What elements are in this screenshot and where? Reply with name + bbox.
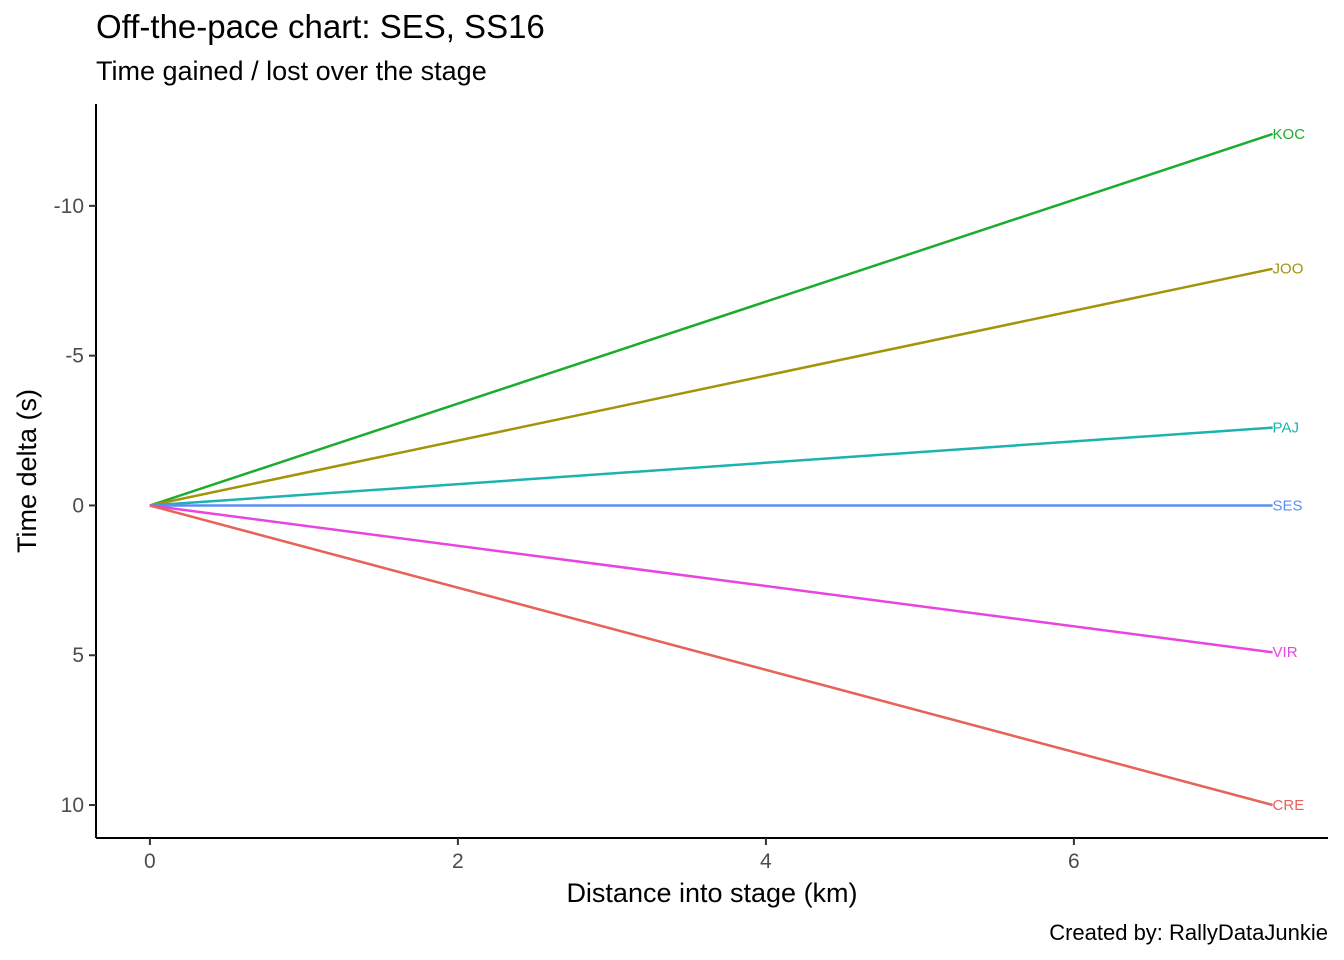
y-axis-title: Time delta (s) xyxy=(12,389,42,553)
x-tick-label: 6 xyxy=(1068,850,1080,873)
series-line-paj xyxy=(149,426,1273,507)
y-tick-label: -5 xyxy=(65,345,84,368)
series-label-ses: SES xyxy=(1273,497,1303,514)
series-label-paj: PAJ xyxy=(1273,420,1299,437)
series-line-joo xyxy=(149,267,1273,507)
series-label-koc: KOC xyxy=(1273,126,1306,143)
series-line-vir xyxy=(149,504,1273,654)
series-label-joo: JOO xyxy=(1273,261,1304,278)
x-tick-label: 2 xyxy=(452,850,464,873)
y-tick-label: 0 xyxy=(72,494,84,517)
y-tick-label: 10 xyxy=(61,794,84,817)
series-line-cre xyxy=(149,504,1273,807)
chart-title: Off-the-pace chart: SES, SS16 xyxy=(96,8,545,45)
x-tick-label: 4 xyxy=(760,850,772,873)
series-label-cre: CRE xyxy=(1273,797,1305,814)
series-label-vir: VIR xyxy=(1273,644,1298,661)
x-axis-title: Distance into stage (km) xyxy=(566,878,857,908)
series-layer: KOC JOO PAJ SES VIR CRE xyxy=(149,126,1306,814)
y-tick-label: -10 xyxy=(54,195,84,218)
chart-subtitle: Time gained / lost over the stage xyxy=(96,56,487,86)
axes: -10 -5 0 5 10 0 2 4 6 xyxy=(54,104,1328,873)
chart-caption: Created by: RallyDataJunkie xyxy=(1049,920,1328,945)
y-tick-label: 5 xyxy=(72,644,84,667)
x-tick-label: 0 xyxy=(144,850,156,873)
series-line-koc xyxy=(149,132,1273,507)
